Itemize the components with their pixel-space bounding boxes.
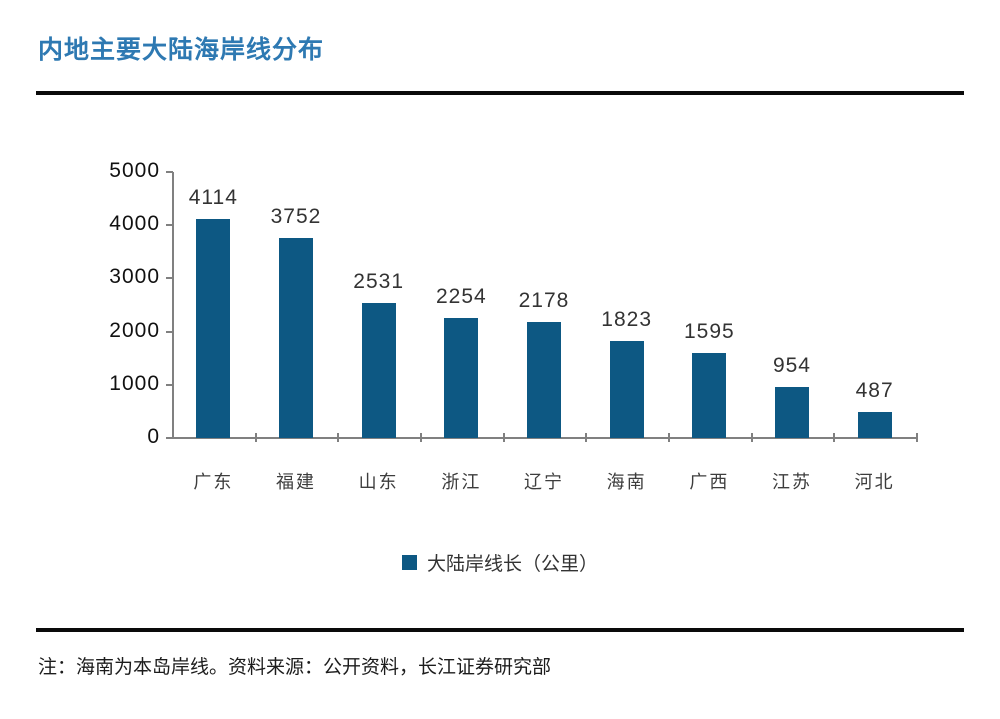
x-axis-tick <box>833 433 836 442</box>
bar-广东 <box>196 219 231 438</box>
bar-福建 <box>279 238 313 438</box>
x-axis-line <box>172 437 918 439</box>
x-axis-tick <box>420 433 422 442</box>
bar-广西 <box>692 353 727 438</box>
y-tick-label: 1000 <box>109 371 160 395</box>
bar-海南 <box>609 341 644 438</box>
title-divider <box>36 91 964 95</box>
y-axis-tick <box>166 171 173 173</box>
bar-浙江 <box>444 318 479 438</box>
y-axis-tick <box>166 277 173 280</box>
footer-divider <box>36 628 964 632</box>
y-tick-label: 5000 <box>109 159 160 182</box>
bar-value-label: 1595 <box>683 320 735 344</box>
x-axis-tick <box>585 433 588 442</box>
x-axis-category-label: 山东 <box>358 472 399 492</box>
bar-辽宁 <box>527 322 561 438</box>
bar-河北 <box>857 412 892 438</box>
y-tick-label: 2000 <box>109 318 160 342</box>
x-axis-category-label: 辽宁 <box>523 472 564 492</box>
legend-swatch <box>401 555 417 570</box>
bar-value-label: 2254 <box>435 285 487 309</box>
x-axis-tick <box>750 433 753 442</box>
legend: 大陆岸线长（公里） <box>0 549 1000 576</box>
source-note: 注：海南为本岛岸线。资料来源：公开资料，长江证券研究部 <box>38 657 552 678</box>
y-tick-label: 4000 <box>109 212 160 236</box>
y-axis-tick <box>166 224 173 227</box>
y-axis-tick <box>166 437 173 439</box>
x-axis-tick <box>502 433 505 442</box>
bar-value-label: 4114 <box>188 186 238 210</box>
x-axis-category-label: 广东 <box>193 472 234 492</box>
x-axis-tick <box>254 433 257 442</box>
x-axis-category-label: 浙江 <box>441 472 482 492</box>
x-axis-tick <box>668 433 670 442</box>
bar-value-label: 3752 <box>270 205 322 229</box>
x-axis-category-label: 福建 <box>275 472 316 492</box>
x-axis-category-label: 河北 <box>854 472 895 492</box>
y-axis-tick <box>166 330 173 333</box>
bar-江苏 <box>775 387 809 438</box>
y-tick-label: 3000 <box>109 265 160 289</box>
bar-value-label: 2178 <box>518 289 570 313</box>
bar-value-label: 2531 <box>353 270 405 294</box>
x-axis-tick <box>916 433 918 442</box>
y-tick-label: 0 <box>147 425 160 448</box>
x-axis-category-label: 江苏 <box>771 472 812 492</box>
bar-山东 <box>361 303 396 438</box>
legend-label: 大陆岸线长（公里） <box>426 554 598 575</box>
y-axis-tick <box>166 383 173 386</box>
page-title: 内地主要大陆海岸线分布 <box>38 36 325 64</box>
x-axis-tick <box>337 433 340 442</box>
bar-value-label: 954 <box>772 354 811 378</box>
bar-value-label: 487 <box>855 379 894 403</box>
y-axis-line <box>172 172 174 439</box>
x-axis-category-label: 广西 <box>689 472 730 492</box>
x-axis-category-label: 海南 <box>606 472 647 492</box>
bar-value-label: 1823 <box>601 308 653 332</box>
